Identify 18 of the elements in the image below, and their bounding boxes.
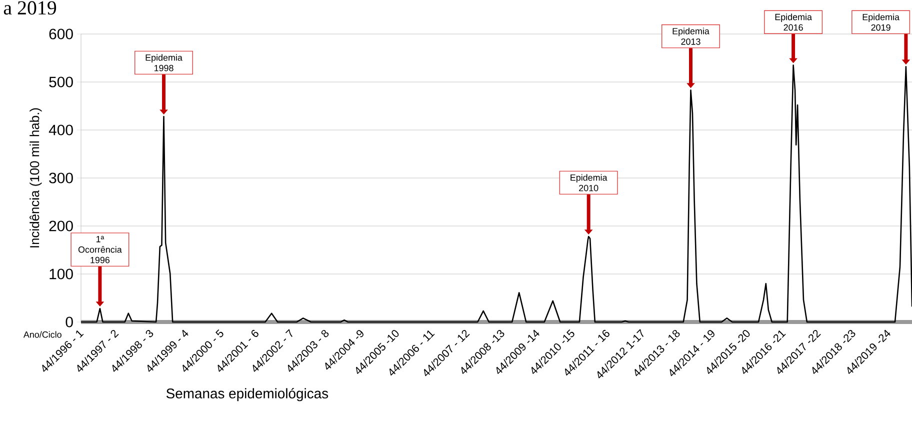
y-tick-label: 400 (48, 124, 73, 136)
y-tick-label: 300 (49, 172, 73, 184)
y-tick-label: 0 (66, 316, 73, 328)
annotation: Epidemia 2010 (570, 174, 608, 192)
annotation: Epidemia 2013 (672, 28, 710, 45)
annotation: Epidemia 1998 (146, 54, 182, 72)
y-tick-label: 200 (49, 220, 73, 232)
annotation: 1ª Ocorrência 1996 (78, 236, 122, 264)
line-series (80, 64, 912, 323)
x-axis-title: Semanas epidemiológicas (166, 388, 328, 402)
text: Ano/Ciclo (23, 331, 62, 338)
chart-title: a 2019 (4, 1, 56, 15)
annotation: Epidemia 2016 (775, 14, 812, 31)
y-tick-label: 600 (49, 28, 73, 40)
annotation: Epidemia 2019 (862, 14, 900, 31)
y-axis-title: Incidência (100 mil hab.) (30, 108, 42, 248)
y-tick-label: 500 (49, 76, 73, 88)
y-tick-label: 100 (50, 268, 73, 280)
